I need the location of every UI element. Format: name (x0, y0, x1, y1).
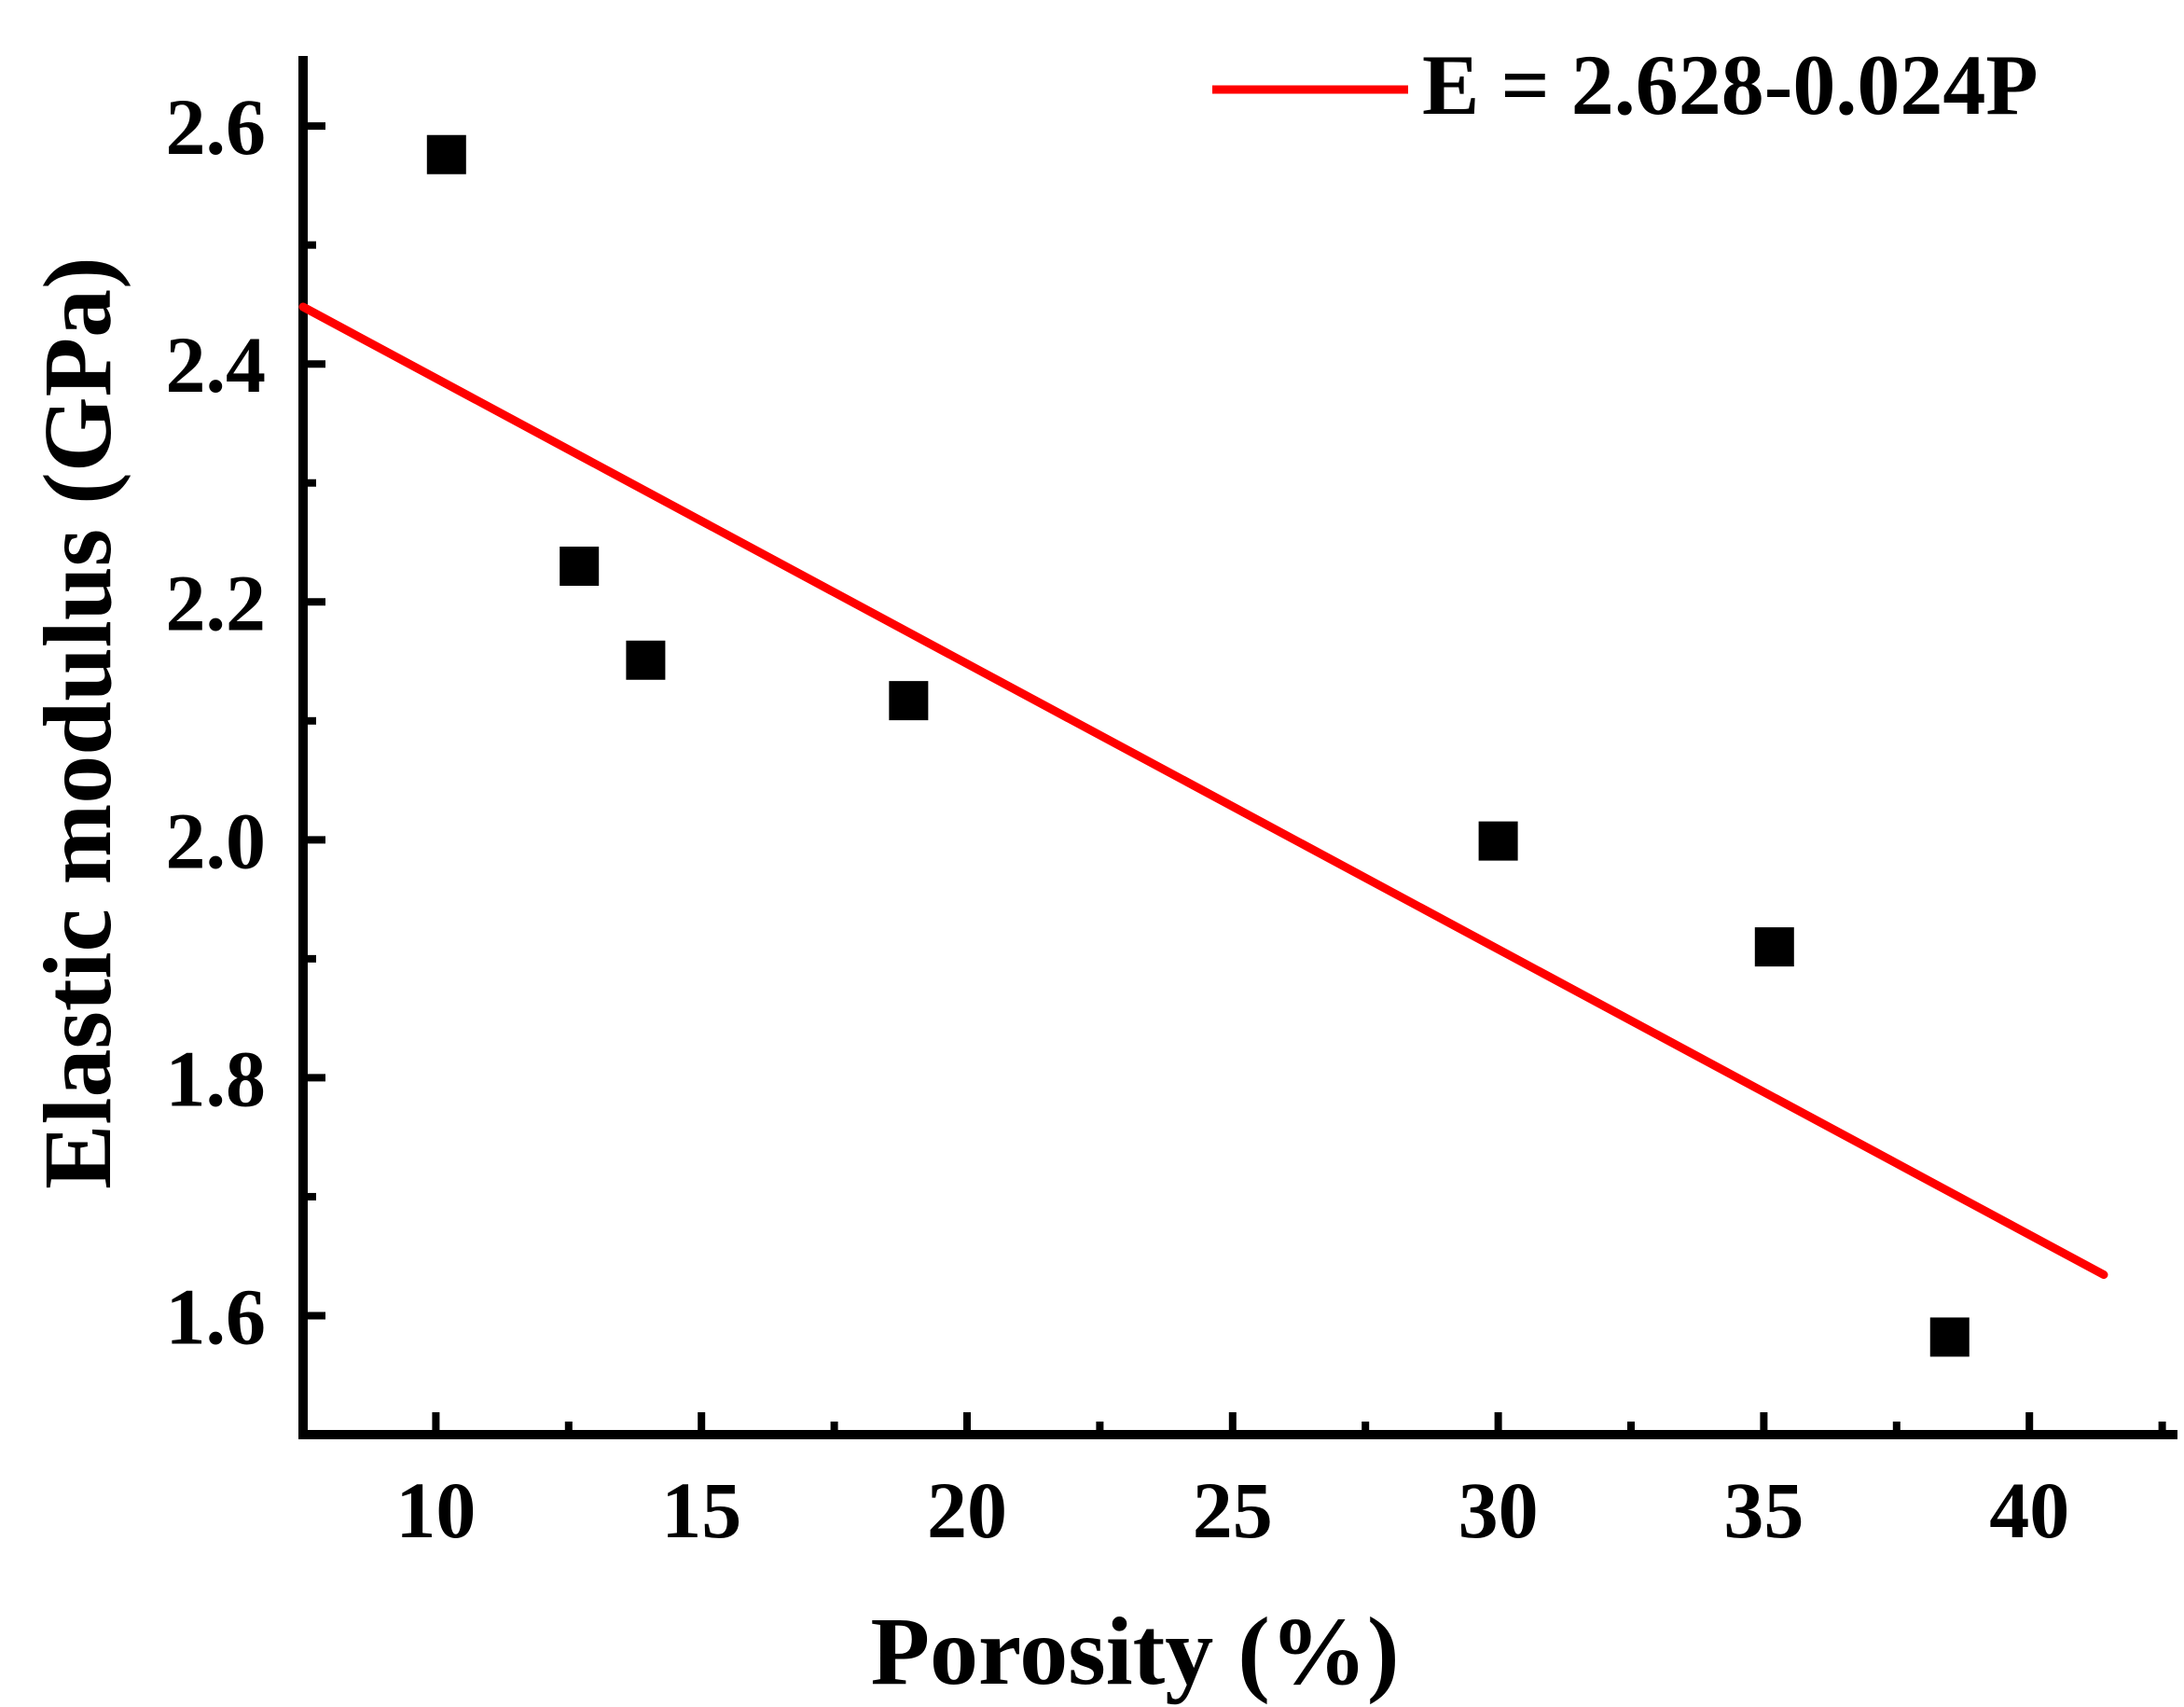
x-axis-title: Porosity (%) (870, 1598, 1399, 1705)
y-tick-label: 2.6 (166, 82, 267, 172)
y-tick-label: 2.0 (166, 796, 267, 885)
x-tick-label: 40 (1989, 1465, 2069, 1555)
x-tick-label: 25 (1193, 1465, 1273, 1555)
x-tick-label: 15 (661, 1465, 741, 1555)
ticks (303, 122, 2166, 1435)
data-point (626, 640, 666, 680)
data-point (1754, 927, 1794, 967)
data-point (426, 134, 466, 174)
y-tick-label: 1.8 (166, 1034, 267, 1123)
y-axis-title: Elastic modulus (GPa) (24, 257, 131, 1189)
fit-line-group (298, 302, 2108, 1280)
data-point (560, 547, 600, 587)
x-tick-label: 10 (395, 1465, 476, 1555)
axes (298, 56, 2177, 1439)
fit-line (298, 302, 2108, 1280)
legend-fit-label: E = 2.628-0.024P (1422, 37, 2039, 132)
y-tick-label: 2.4 (166, 320, 267, 409)
tick-labels: 10 15 20 25 30 35 40 1.6 1.8 2.0 2.2 2.4 2.6 (166, 82, 2070, 1555)
y-tick-label: 1.6 (166, 1271, 267, 1361)
y-tick-label: 2.2 (166, 558, 267, 647)
data-point (1478, 821, 1518, 861)
legend: E = 2.628-0.024P (1212, 37, 2039, 132)
data-point (889, 681, 929, 721)
data-point (1929, 1317, 1970, 1357)
data-points (426, 134, 1970, 1357)
x-tick-label: 35 (1723, 1465, 1804, 1555)
x-tick-label: 30 (1458, 1465, 1539, 1555)
x-tick-label: 20 (927, 1465, 1007, 1555)
